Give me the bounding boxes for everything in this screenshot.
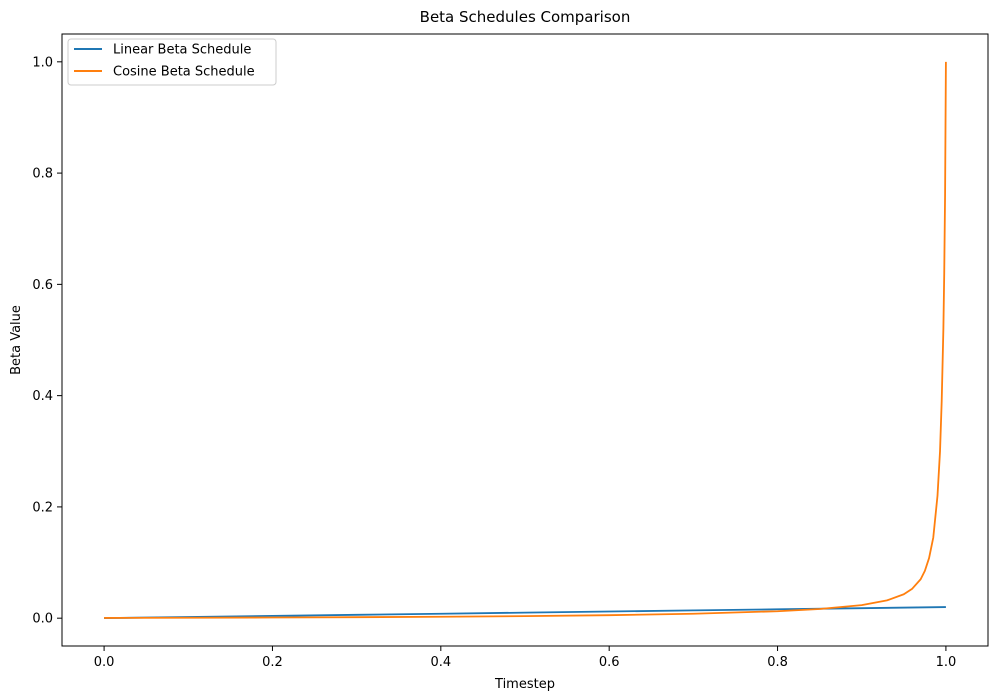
x-tick-label: 0.2 — [262, 655, 283, 670]
y-tick-label: 0.2 — [32, 500, 53, 515]
x-tick-label: 0.6 — [599, 655, 620, 670]
y-tick-label: 0.6 — [32, 278, 53, 293]
legend-box — [67, 38, 277, 86]
x-tick-label: 0.8 — [767, 655, 788, 670]
y-tick-label: 1.0 — [32, 55, 53, 70]
cosine-beta-line — [104, 61, 947, 619]
x-axis-label: Timestep — [494, 677, 555, 692]
y-tick-label: 0.4 — [32, 389, 53, 404]
y-axis-ticks: 0.0 0.2 0.4 0.6 0.8 1.0 — [32, 55, 62, 627]
legend: Linear Beta Schedule Cosine Beta Schedul… — [67, 38, 277, 86]
y-tick-label: 0.8 — [32, 167, 53, 182]
y-axis-label: Beta Value — [9, 305, 24, 375]
legend-label-cosine: Cosine Beta Schedule — [113, 65, 255, 80]
legend-label-linear: Linear Beta Schedule — [113, 43, 251, 58]
x-tick-label: 0.4 — [430, 655, 451, 670]
plot-area-frame — [61, 33, 989, 647]
x-axis-ticks: 0.0 0.2 0.4 0.6 0.8 1.0 — [94, 646, 957, 670]
series-lines — [104, 61, 947, 620]
chart-title: Beta Schedules Comparison — [420, 8, 631, 26]
x-tick-label: 0.0 — [94, 655, 115, 670]
y-tick-label: 0.0 — [32, 612, 53, 627]
x-tick-label: 1.0 — [936, 655, 957, 670]
